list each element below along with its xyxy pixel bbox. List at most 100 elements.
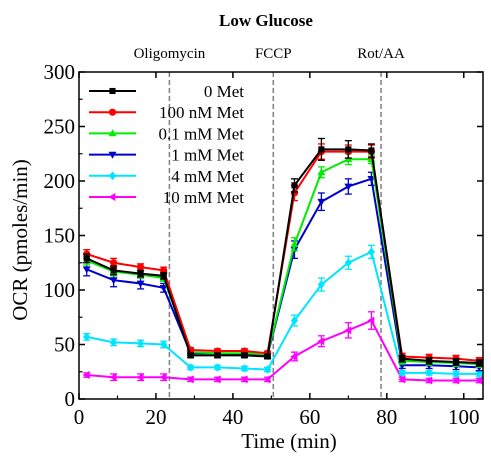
y-axis-label: OCR (pmoles/min) — [8, 159, 32, 321]
data-point — [213, 375, 221, 384]
data-point — [159, 373, 167, 382]
x-tick-label: 40 — [222, 405, 243, 429]
data-point — [368, 147, 375, 154]
x-tick-label: 100 — [448, 405, 480, 429]
legend-label: 0.1 mM Met — [159, 124, 245, 143]
data-point — [240, 364, 249, 373]
data-point — [108, 129, 117, 137]
data-point — [240, 375, 248, 384]
y-tick-label: 250 — [44, 115, 76, 139]
series-4-mm-met — [83, 244, 483, 379]
legend-label: 4 mM Met — [171, 167, 244, 186]
data-point — [345, 146, 352, 153]
data-point — [83, 255, 90, 262]
data-point — [475, 376, 483, 385]
data-point — [426, 357, 433, 364]
data-point — [241, 352, 248, 359]
plot-area — [82, 72, 484, 399]
data-point — [160, 340, 168, 349]
x-tick-label: 20 — [145, 405, 166, 429]
y-tick-label: 300 — [44, 60, 76, 84]
data-point — [82, 371, 90, 379]
legend-label: 10 mM Met — [163, 188, 245, 207]
series-line — [86, 177, 480, 369]
chart-title: Low Glucose — [219, 11, 313, 30]
data-point — [476, 359, 483, 367]
data-point — [398, 375, 406, 384]
x-tick-label: 80 — [376, 405, 397, 429]
data-point — [137, 270, 144, 277]
series-10-mm-met — [82, 311, 483, 385]
data-point — [187, 352, 194, 359]
series-line — [86, 148, 480, 365]
y-tick-label: 150 — [44, 224, 76, 248]
data-point — [109, 87, 116, 95]
data-point — [82, 266, 91, 274]
injection-label: FCCP — [255, 46, 292, 62]
data-point — [263, 375, 271, 384]
data-point — [110, 338, 118, 347]
data-point — [110, 267, 117, 274]
y-tick-label: 50 — [54, 333, 75, 357]
data-point — [136, 373, 144, 382]
data-point — [367, 316, 375, 325]
data-point — [108, 151, 117, 159]
data-point — [160, 272, 167, 279]
data-point — [398, 368, 406, 378]
data-point — [108, 108, 117, 116]
data-point — [290, 240, 299, 248]
legend-label: 100 nM Met — [159, 103, 244, 122]
y-tick-label: 0 — [65, 387, 76, 411]
data-point — [83, 332, 91, 342]
data-point — [263, 365, 272, 374]
data-point — [264, 353, 271, 360]
legend-label: 1 mM Met — [171, 146, 244, 165]
y-tick-label: 100 — [44, 278, 76, 302]
data-point — [317, 168, 326, 176]
data-point — [451, 376, 459, 385]
data-point — [367, 247, 376, 257]
injection-label: Oligomycin — [134, 46, 206, 62]
data-point — [317, 198, 326, 206]
data-point — [213, 363, 222, 372]
data-point — [399, 355, 406, 362]
plot-frame — [78, 71, 484, 400]
data-point — [108, 193, 116, 201]
legend: 0 Met 100 nM Met 0.1 mM Met 1 mM Met 4 mM Me… — [89, 82, 244, 207]
data-point — [136, 280, 145, 288]
data-point — [453, 358, 460, 365]
x-tick-label: 0 — [74, 405, 85, 429]
data-point — [452, 369, 460, 379]
data-point — [159, 284, 168, 292]
y-tick-label: 200 — [44, 169, 76, 193]
legend-label: 0 Met — [204, 82, 244, 101]
data-point — [108, 171, 117, 181]
data-point — [318, 146, 325, 153]
series-line — [86, 250, 480, 375]
data-point — [109, 277, 118, 285]
data-point — [110, 259, 118, 267]
data-point — [291, 182, 298, 189]
data-point — [475, 369, 483, 379]
series-line — [86, 158, 480, 366]
injection-label: Rot/AA — [357, 46, 405, 62]
data-point — [290, 316, 299, 325]
data-point — [317, 280, 325, 289]
data-point — [136, 339, 145, 348]
data-point — [109, 373, 117, 382]
data-point — [186, 375, 194, 384]
data-point — [186, 363, 195, 372]
data-point — [136, 263, 145, 271]
data-point — [344, 326, 352, 335]
data-point — [344, 183, 353, 191]
data-point — [344, 258, 352, 268]
series-line — [86, 319, 480, 382]
data-point — [214, 352, 221, 359]
data-point — [290, 352, 298, 361]
x-axis-label: Time (min) — [241, 429, 336, 453]
x-tick-label: 60 — [299, 405, 320, 429]
data-point — [317, 337, 325, 346]
data-point — [424, 376, 433, 385]
series-0-met — [83, 137, 483, 367]
